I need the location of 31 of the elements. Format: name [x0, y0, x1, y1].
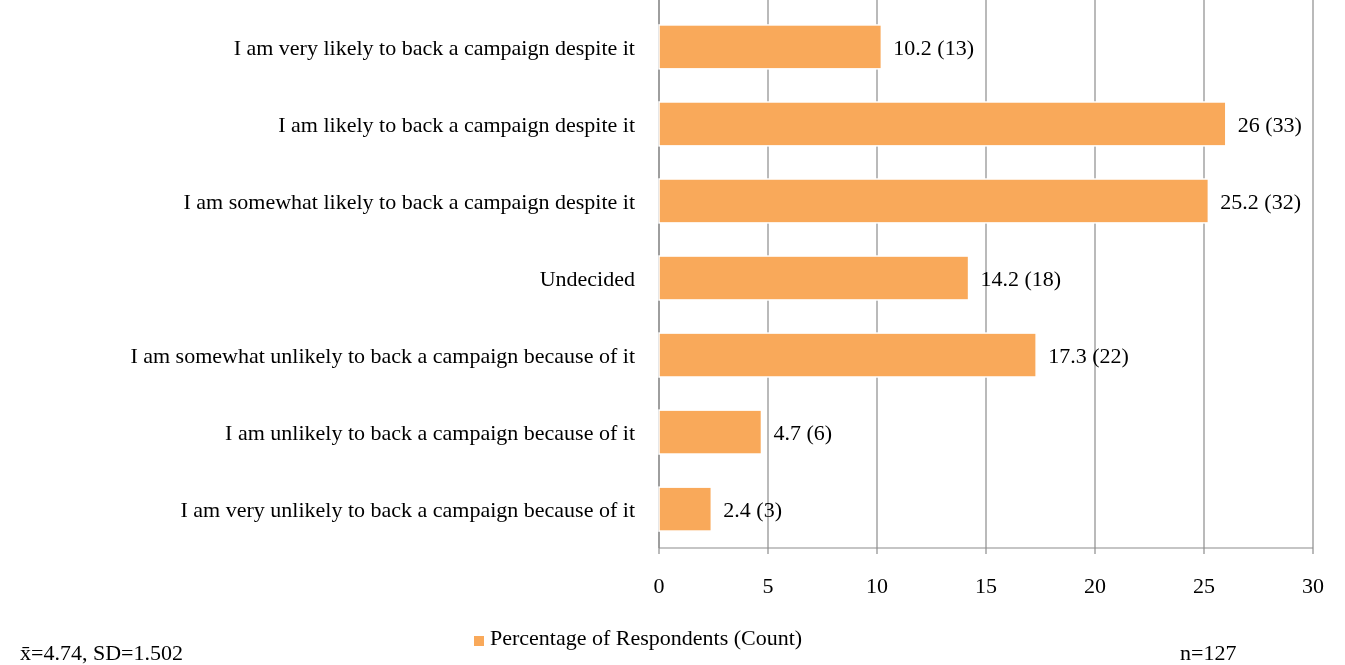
bar	[658, 178, 1210, 224]
y-tick-label: I am somewhat unlikely to back a campaign because of it	[130, 342, 635, 368]
y-tick-label: I am very unlikely to back a campaign because of it	[180, 496, 635, 522]
y-tick-label: Undecided	[539, 265, 635, 291]
legend-label: Percentage of Respondents (Count)	[490, 625, 803, 650]
data-label: 10.2 (13)	[893, 34, 975, 60]
data-label: 14.2 (18)	[980, 265, 1062, 291]
y-tick-label: I am very likely to back a campaign despite it	[233, 34, 635, 60]
data-label: 4.7 (6)	[773, 419, 833, 445]
data-label: 2.4 (3)	[723, 496, 782, 522]
x-tick-label: 20	[1084, 573, 1106, 598]
x-tick-label: 0	[653, 573, 665, 598]
x-tick-label: 10	[866, 573, 888, 598]
y-tick-label: I am unlikely to back a campaign because of it	[225, 419, 635, 445]
x-tick-label: 5	[762, 573, 774, 598]
x-tick-label: 30	[1302, 573, 1324, 598]
y-tick-label: I am somewhat likely to back a campaign despite it	[183, 188, 635, 214]
data-label: 26 (33)	[1237, 111, 1302, 137]
bar	[658, 101, 1227, 147]
text: x̄=4.74, SD=1.502	[20, 640, 183, 665]
y-tick-label: I am likely to back a campaign despite it	[278, 111, 635, 137]
bar	[658, 24, 883, 70]
text: n=127	[1180, 640, 1237, 665]
bar	[658, 409, 763, 455]
bar	[658, 332, 1037, 378]
bar	[658, 255, 970, 301]
bar	[658, 486, 713, 532]
data-label: 17.3 (22)	[1048, 342, 1129, 368]
x-tick-label: 25	[1193, 573, 1215, 598]
x-tick-label: 15	[975, 573, 997, 598]
data-label: 25.2 (32)	[1220, 188, 1302, 214]
